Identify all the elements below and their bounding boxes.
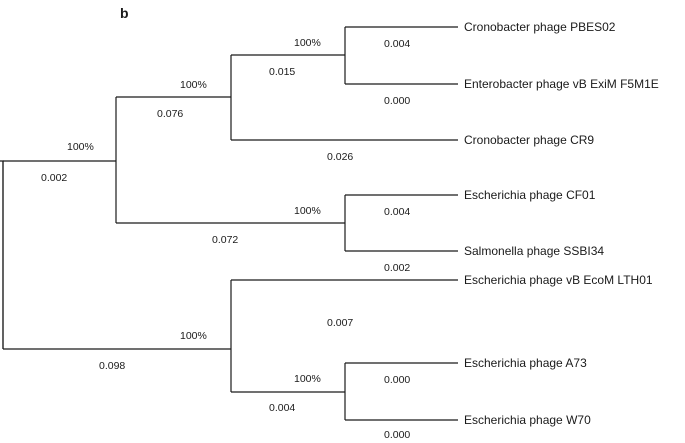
branch-length-f5m1e: 0.000 [384,95,410,107]
leaf-label-w70: Escherichia phage W70 [464,413,591,427]
branch-length-labels: 0.002 0.098 0.076 0.072 0.015 0.026 0.00… [41,38,410,441]
leaf-label-a73: Escherichia phage A73 [464,356,587,370]
bootstrap-upper-clade: 100% [180,79,207,91]
leaf-label-f5m1e: Enterobacter phage vB ExiM F5M1E [464,77,659,91]
leaf-label-cr9: Cronobacter phage CR9 [464,133,594,147]
branch-length-root-lower: 0.098 [99,360,125,372]
branch-length-root-upper: 0.002 [41,172,67,184]
leaf-labels: Cronobacter phage PBES02 Enterobacter ph… [464,20,659,427]
branch-length-lower-to-a73-w70: 0.004 [269,402,295,414]
bootstrap-root: 100% [67,141,94,153]
leaf-label-pbes02: Cronobacter phage PBES02 [464,20,616,34]
branch-length-cr9: 0.026 [327,151,353,163]
leaf-label-cf01: Escherichia phage CF01 [464,188,596,202]
bootstrap-labels: 100% 100% 100% 100% 100% 100% [67,37,321,385]
branch-length-lth01: 0.007 [327,317,353,329]
leaf-label-lth01: Escherichia phage vB EcoM LTH01 [464,273,653,287]
bootstrap-cf01-ssbi34: 100% [294,205,321,217]
bootstrap-a73-w70: 100% [294,373,321,385]
branch-length-cf01: 0.004 [384,206,410,218]
branch-length-ssbi34: 0.002 [384,262,410,274]
leaf-label-ssbi34: Salmonella phage SSBI34 [464,244,604,258]
panel-label: b [120,5,129,21]
branch-length-upper-to-cronobacter: 0.076 [157,108,183,120]
branch-length-upper-to-cf01-ssbi34: 0.072 [212,234,238,246]
branch-length-pbes02: 0.004 [384,38,410,50]
bootstrap-lower-clade: 100% [180,330,207,342]
branch-length-cronobacter-to-pbes02-f5m1e: 0.015 [269,66,295,78]
branch-length-w70: 0.000 [384,429,410,441]
tree-branches [0,26,458,421]
branch-length-a73: 0.000 [384,374,410,386]
bootstrap-pbes02-f5m1e: 100% [294,37,321,49]
